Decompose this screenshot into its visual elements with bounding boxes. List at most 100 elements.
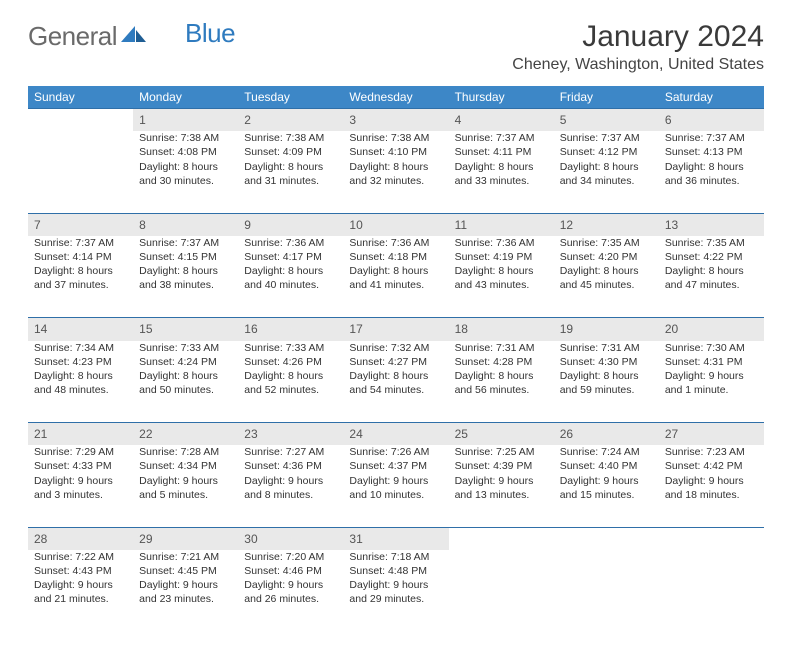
day-info-line: Sunrise: 7:23 AM: [665, 445, 758, 459]
day-cell: Sunrise: 7:24 AMSunset: 4:40 PMDaylight:…: [554, 445, 659, 527]
day-cell: Sunrise: 7:29 AMSunset: 4:33 PMDaylight:…: [28, 445, 133, 527]
day-header: Friday: [554, 86, 659, 109]
day-number-cell: 3: [343, 109, 448, 132]
day-info-line: Sunset: 4:19 PM: [455, 250, 548, 264]
day-cell: Sunrise: 7:31 AMSunset: 4:30 PMDaylight:…: [554, 341, 659, 423]
day-info-line: and 30 minutes.: [139, 174, 232, 188]
brand-sail-icon: [121, 20, 147, 51]
day-cell: Sunrise: 7:34 AMSunset: 4:23 PMDaylight:…: [28, 341, 133, 423]
day-info-line: and 40 minutes.: [244, 278, 337, 292]
day-cell: Sunrise: 7:33 AMSunset: 4:26 PMDaylight:…: [238, 341, 343, 423]
day-info-line: and 38 minutes.: [139, 278, 232, 292]
day-cell: Sunrise: 7:36 AMSunset: 4:18 PMDaylight:…: [343, 236, 448, 318]
day-info-line: Sunset: 4:28 PM: [455, 355, 548, 369]
day-info-line: and 29 minutes.: [349, 592, 442, 606]
day-info-line: and 5 minutes.: [139, 488, 232, 502]
day-number-cell: 9: [238, 213, 343, 236]
day-info-line: Daylight: 9 hours: [455, 474, 548, 488]
day-info-line: Sunset: 4:11 PM: [455, 145, 548, 159]
day-cell: Sunrise: 7:31 AMSunset: 4:28 PMDaylight:…: [449, 341, 554, 423]
day-info-line: Sunset: 4:08 PM: [139, 145, 232, 159]
day-cell: Sunrise: 7:38 AMSunset: 4:08 PMDaylight:…: [133, 131, 238, 213]
day-info-line: Sunrise: 7:20 AM: [244, 550, 337, 564]
day-number-cell: 19: [554, 318, 659, 341]
daynum-row: 14151617181920: [28, 318, 764, 341]
day-number-cell: 15: [133, 318, 238, 341]
day-info-line: Sunrise: 7:37 AM: [455, 131, 548, 145]
day-number-cell: 17: [343, 318, 448, 341]
day-info-line: Sunrise: 7:32 AM: [349, 341, 442, 355]
day-cell: Sunrise: 7:35 AMSunset: 4:20 PMDaylight:…: [554, 236, 659, 318]
day-info-line: and 3 minutes.: [34, 488, 127, 502]
day-info-line: Daylight: 9 hours: [244, 578, 337, 592]
day-cell: [28, 131, 133, 213]
day-info-line: Sunset: 4:18 PM: [349, 250, 442, 264]
day-info-line: Sunrise: 7:35 AM: [665, 236, 758, 250]
daynum-row: 28293031: [28, 527, 764, 550]
day-cell: Sunrise: 7:21 AMSunset: 4:45 PMDaylight:…: [133, 550, 238, 632]
day-header: Thursday: [449, 86, 554, 109]
day-number-cell: 21: [28, 423, 133, 446]
brand-part1: General: [28, 21, 117, 52]
day-info-line: Daylight: 9 hours: [665, 474, 758, 488]
day-info-line: and 15 minutes.: [560, 488, 653, 502]
day-info-line: Sunset: 4:37 PM: [349, 459, 442, 473]
day-number-cell: 28: [28, 527, 133, 550]
day-header: Tuesday: [238, 86, 343, 109]
day-info-line: Daylight: 9 hours: [665, 369, 758, 383]
location-text: Cheney, Washington, United States: [512, 56, 764, 74]
week-content-row: Sunrise: 7:29 AMSunset: 4:33 PMDaylight:…: [28, 445, 764, 527]
day-info-line: Sunset: 4:48 PM: [349, 564, 442, 578]
day-info-line: and 36 minutes.: [665, 174, 758, 188]
day-cell: Sunrise: 7:22 AMSunset: 4:43 PMDaylight:…: [28, 550, 133, 632]
daynum-row: 123456: [28, 109, 764, 132]
day-info-line: Sunrise: 7:28 AM: [139, 445, 232, 459]
day-info-line: Sunset: 4:14 PM: [34, 250, 127, 264]
day-info-line: Sunrise: 7:36 AM: [349, 236, 442, 250]
day-info-line: Sunrise: 7:30 AM: [665, 341, 758, 355]
day-number-cell: 14: [28, 318, 133, 341]
day-number-cell: [659, 527, 764, 550]
day-info-line: Sunset: 4:33 PM: [34, 459, 127, 473]
day-cell: Sunrise: 7:33 AMSunset: 4:24 PMDaylight:…: [133, 341, 238, 423]
day-info-line: Daylight: 8 hours: [34, 369, 127, 383]
day-number-cell: 7: [28, 213, 133, 236]
page-header: General Blue January 2024 Cheney, Washin…: [28, 20, 764, 74]
title-block: January 2024 Cheney, Washington, United …: [512, 20, 764, 74]
day-number-cell: 22: [133, 423, 238, 446]
day-info-line: and 18 minutes.: [665, 488, 758, 502]
day-number-cell: 4: [449, 109, 554, 132]
day-cell: Sunrise: 7:32 AMSunset: 4:27 PMDaylight:…: [343, 341, 448, 423]
day-info-line: Sunrise: 7:24 AM: [560, 445, 653, 459]
day-info-line: and 50 minutes.: [139, 383, 232, 397]
day-info-line: Daylight: 8 hours: [244, 160, 337, 174]
day-info-line: Sunrise: 7:36 AM: [455, 236, 548, 250]
day-cell: Sunrise: 7:18 AMSunset: 4:48 PMDaylight:…: [343, 550, 448, 632]
day-cell: Sunrise: 7:38 AMSunset: 4:09 PMDaylight:…: [238, 131, 343, 213]
day-cell: Sunrise: 7:28 AMSunset: 4:34 PMDaylight:…: [133, 445, 238, 527]
day-cell: Sunrise: 7:37 AMSunset: 4:11 PMDaylight:…: [449, 131, 554, 213]
day-number-cell: 26: [554, 423, 659, 446]
day-info-line: Sunrise: 7:27 AM: [244, 445, 337, 459]
day-info-line: Daylight: 8 hours: [455, 369, 548, 383]
week-content-row: Sunrise: 7:22 AMSunset: 4:43 PMDaylight:…: [28, 550, 764, 632]
day-info-line: and 13 minutes.: [455, 488, 548, 502]
day-info-line: Sunrise: 7:33 AM: [139, 341, 232, 355]
day-number-cell: [449, 527, 554, 550]
day-cell: Sunrise: 7:25 AMSunset: 4:39 PMDaylight:…: [449, 445, 554, 527]
day-info-line: and 23 minutes.: [139, 592, 232, 606]
brand-part2: Blue: [185, 18, 235, 49]
day-info-line: Sunset: 4:17 PM: [244, 250, 337, 264]
day-info-line: Sunset: 4:36 PM: [244, 459, 337, 473]
day-info-line: and 41 minutes.: [349, 278, 442, 292]
day-cell: Sunrise: 7:27 AMSunset: 4:36 PMDaylight:…: [238, 445, 343, 527]
day-info-line: Sunrise: 7:35 AM: [560, 236, 653, 250]
day-info-line: Daylight: 8 hours: [244, 264, 337, 278]
day-number-cell: [554, 527, 659, 550]
day-number-cell: 30: [238, 527, 343, 550]
day-info-line: Sunrise: 7:37 AM: [665, 131, 758, 145]
day-cell: Sunrise: 7:38 AMSunset: 4:10 PMDaylight:…: [343, 131, 448, 213]
day-info-line: Sunrise: 7:18 AM: [349, 550, 442, 564]
day-info-line: Sunset: 4:43 PM: [34, 564, 127, 578]
week-content-row: Sunrise: 7:38 AMSunset: 4:08 PMDaylight:…: [28, 131, 764, 213]
